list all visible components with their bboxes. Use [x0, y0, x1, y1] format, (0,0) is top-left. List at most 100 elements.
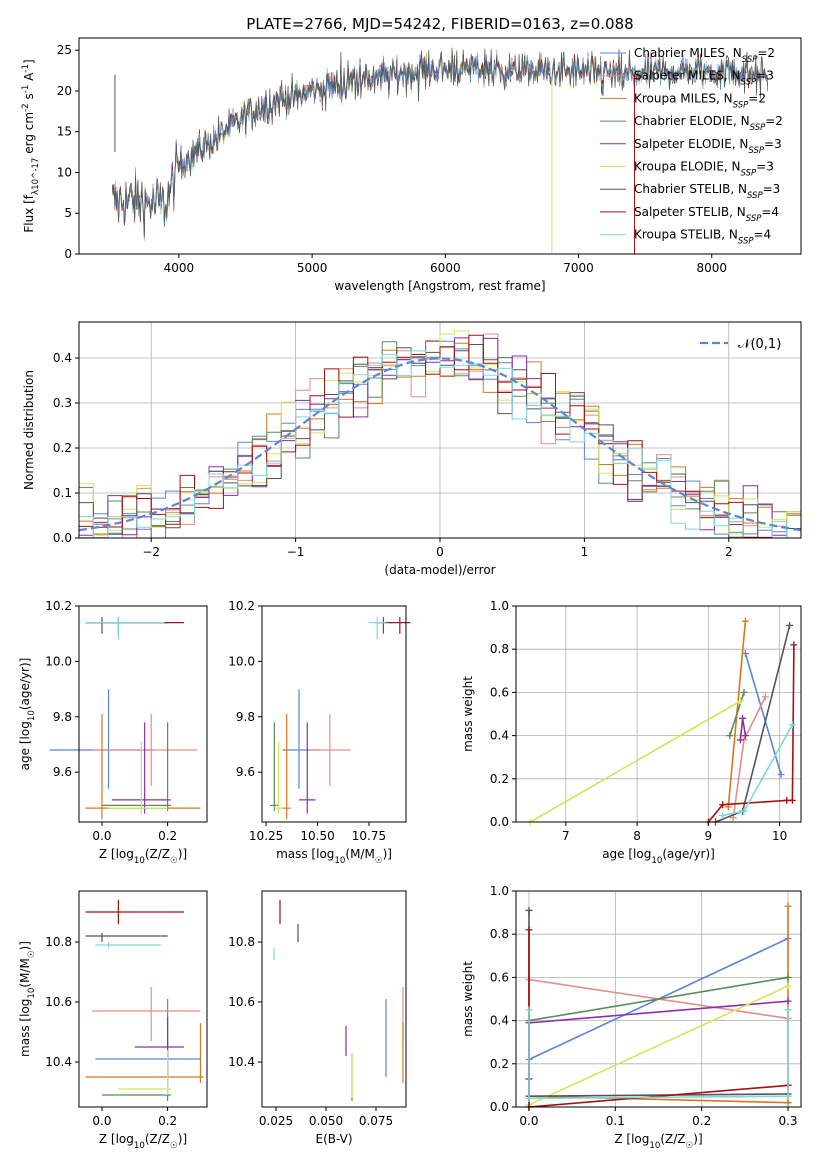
axes-frame — [78, 605, 208, 823]
mass-weight-vs-metallicity-panel: 0.0 0.1 0.2 0.3 0.0 0.2 0.4 0.6 0.8 1.0 Z [log10(Z… — [461, 884, 802, 1151]
data-point-kroupa-elodie — [274, 741, 283, 814]
residuals-panel: −2 −1 0 1 2 0.0 0.1 0.2 0.3 0.4 (data-model)/error… — [22, 321, 802, 577]
y-axis-label: age [log10(age/yr)] — [18, 658, 37, 771]
series-line — [528, 976, 789, 1022]
x-tick-label: 10.75 — [352, 829, 386, 843]
y-tick-label: 9.8 — [236, 710, 255, 724]
series-marker — [719, 801, 727, 809]
x-tick-label: −2 — [142, 545, 160, 559]
y-tick-label: 10.6 — [45, 995, 72, 1009]
x-tick-label: 0.025 — [259, 1114, 293, 1128]
data-point-kroupa-miles — [282, 714, 291, 820]
series-kroupa-stelib — [719, 721, 796, 820]
x-tick-label: 0.2 — [158, 829, 177, 843]
x-tick-label: 0.3 — [778, 1114, 797, 1128]
series-marker — [784, 1006, 792, 1014]
histogram-salpeter-stelib — [79, 334, 801, 538]
figure-title: PLATE=2766, MJD=54242, FIBERID=0163, z=0… — [246, 15, 633, 33]
plot-area — [79, 606, 207, 822]
series-marker — [726, 732, 734, 740]
y-tick-label: 9.8 — [53, 710, 72, 724]
spectrum-legend: Chabrier MILES, NSSP=2 Salpeter MILES, NS… — [600, 46, 783, 247]
mass-vs-ebv-panel: 0.025 0.050 0.075 10.4 10.6 10.8 E(B-V) — [228, 890, 407, 1146]
series-marker — [525, 1094, 533, 1102]
plot-content — [49, 617, 201, 820]
y-tick-label: 9.6 — [53, 765, 72, 779]
y-tick-label: 0.2 — [490, 772, 509, 786]
y-tick-label: 0.8 — [490, 927, 509, 941]
series-marker — [788, 721, 796, 729]
x-tick-label: 9 — [705, 829, 713, 843]
y-axis-label: Normed distribution — [22, 370, 36, 490]
y-axis-label: Flux [fλ10^-17 erg cm-2 s-1 A-1] — [21, 59, 41, 232]
series-line — [528, 1009, 789, 1100]
data-point-kroupa-miles — [85, 1023, 204, 1083]
y-tick-label: 10.0 — [45, 654, 72, 668]
series-marker — [788, 796, 796, 804]
x-tick-label: 8000 — [696, 261, 727, 275]
plot-content — [526, 617, 798, 826]
series-salpeter-stelib — [704, 641, 798, 826]
y-tick-label: 0 — [64, 247, 72, 261]
x-axis-label: Z [log10(Z/Z☉)] — [614, 1132, 702, 1151]
y-tick-label: 10.4 — [45, 1055, 72, 1069]
y-tick-label: 15 — [57, 125, 72, 139]
series-marker — [761, 693, 769, 701]
axes-frame — [78, 890, 208, 1108]
series-marker — [784, 982, 792, 990]
y-axis-label: mass [log10(M/M☉)] — [18, 941, 37, 1057]
legend-label: Kroupa STELIB, NSSP=4 — [634, 228, 771, 247]
x-tick-label: 10.25 — [249, 829, 283, 843]
y-tick-label: 10.0 — [228, 654, 255, 668]
y-tick-label: 10.2 — [228, 599, 255, 613]
x-axis-label: mass [log10(M/M☉)] — [276, 847, 392, 866]
spectrum-panel: 4000 5000 6000 7000 8000 0 5 10 15 20 25 wavelength… — [21, 37, 802, 293]
x-tick-label: 1 — [581, 545, 589, 559]
data-point-salpeter-miles — [92, 987, 201, 1041]
axes-frame — [515, 890, 802, 1108]
x-tick-label: 0 — [436, 545, 444, 559]
x-axis-label: Z [log10(Z/Z☉)] — [99, 1132, 187, 1151]
axes-frame — [261, 605, 407, 823]
series-marker — [719, 812, 727, 820]
age-vs-metallicity-panel: 0.0 0.2 9.6 9.8 10.0 10.2 Z [log10(Z/Z☉)] age [… — [18, 599, 208, 866]
axes-frame — [78, 321, 802, 539]
x-tick-label: 10 — [772, 829, 787, 843]
plot-content — [79, 330, 801, 538]
plot-content — [525, 902, 792, 1111]
series-marker — [784, 1092, 792, 1100]
series-marker — [736, 736, 744, 744]
age-vs-mass-panel: 10.25 10.50 10.75 9.6 9.8 10.0 10.2 mass [log10… — [228, 599, 411, 866]
y-tick-label: 1.0 — [490, 599, 509, 613]
x-tick-label: 0.2 — [158, 1114, 177, 1128]
x-tick-label: 0.2 — [692, 1114, 711, 1128]
data-point-chabrier-stelib — [85, 933, 168, 942]
series-marker — [784, 1099, 792, 1107]
y-tick-label: 0.0 — [490, 815, 509, 829]
series-marker — [777, 770, 785, 778]
series-kroupa-stelib — [525, 1006, 792, 1102]
data-point-chabrier-elodie — [101, 722, 171, 811]
x-tick-label: 0.0 — [92, 1114, 111, 1128]
x-axis-label: Z [log10(Z/Z☉)] — [99, 847, 187, 866]
series-marker — [741, 617, 749, 625]
y-tick-label: 0.6 — [490, 685, 509, 699]
x-tick-label: 0.050 — [309, 1114, 343, 1128]
x-tick-label: −1 — [287, 545, 305, 559]
x-tick-label: 8 — [633, 829, 641, 843]
series-marker — [736, 697, 744, 705]
legend-label: Salpeter ELODIE, NSSP=3 — [634, 137, 782, 156]
series-marker — [740, 688, 748, 696]
y-tick-label: 9.6 — [236, 765, 255, 779]
y-tick-label: 10.8 — [228, 935, 255, 949]
y-tick-label: 1.0 — [490, 884, 509, 898]
y-tick-label: 0.1 — [53, 486, 72, 500]
legend-label: Chabrier ELODIE, NSSP=2 — [634, 114, 783, 133]
y-tick-label: 10.4 — [228, 1055, 255, 1069]
series-line — [529, 700, 741, 823]
y-tick-label: 0.3 — [53, 396, 72, 410]
series-line — [528, 985, 789, 1106]
data-point-salpeter-elodie — [299, 722, 316, 814]
data-point-kroupa-elodie — [108, 741, 168, 814]
x-tick-label: 5000 — [297, 261, 328, 275]
